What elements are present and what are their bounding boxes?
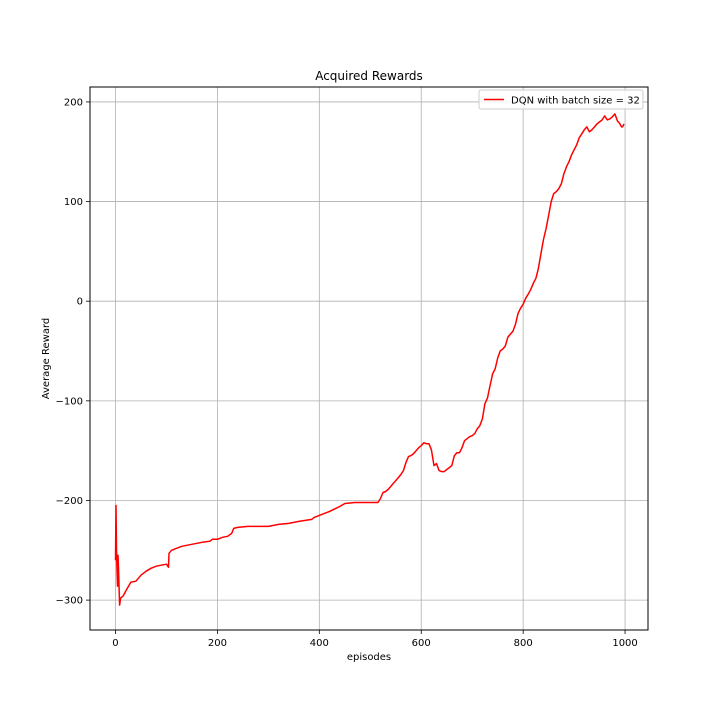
- y-tick-label: −100: [56, 396, 83, 407]
- legend: DQN with batch size = 32: [478, 89, 644, 110]
- ticks: 0 200 400 600 800 1000 −300 −200 −100 0 100 200: [56, 97, 638, 649]
- x-tick-label: 800: [514, 638, 533, 649]
- plot-frame: [89, 86, 649, 631]
- x-tick-label: 1000: [612, 638, 637, 649]
- y-tick-label: 0: [77, 297, 83, 308]
- x-tick-label: 600: [412, 638, 431, 649]
- series-line: [114, 113, 625, 606]
- series-layer: [114, 113, 625, 606]
- x-tick-label: 400: [310, 638, 329, 649]
- y-tick-label: −200: [56, 496, 83, 507]
- grid: [90, 87, 648, 630]
- legend-entry-label: DQN with batch size = 32: [511, 96, 640, 107]
- y-axis-label: Average Reward: [41, 318, 52, 399]
- x-tick-label: 0: [112, 638, 118, 649]
- y-tick-label: 100: [64, 197, 83, 208]
- x-axis-label: episodes: [347, 652, 391, 663]
- legend-box: [478, 89, 644, 110]
- y-tick-label: 200: [64, 97, 83, 108]
- y-tick-label: −300: [56, 596, 83, 607]
- chart-title: Acquired Rewards: [315, 69, 423, 83]
- x-tick-label: 200: [208, 638, 227, 649]
